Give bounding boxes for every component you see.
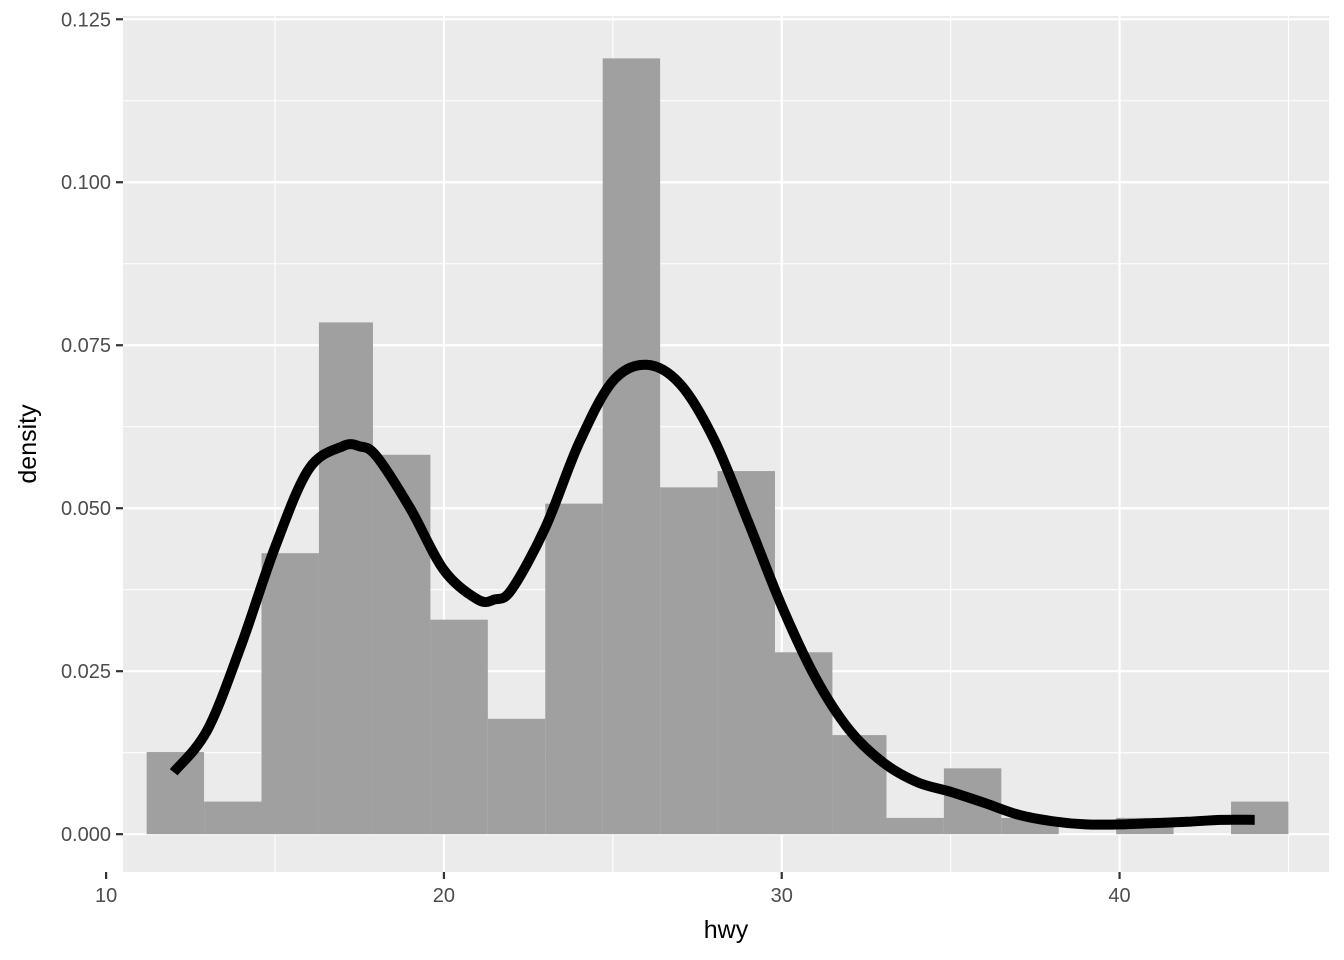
y-tick-label: 0.075: [61, 335, 111, 357]
histogram-bar: [774, 652, 833, 835]
histogram-bar: [261, 553, 319, 835]
x-axis-ticks: 10 20 30 40: [95, 872, 1131, 907]
histogram-bar: [832, 735, 887, 835]
histogram-bar: [430, 619, 488, 835]
histogram-bar: [318, 322, 373, 835]
histogram-bar: [660, 487, 718, 835]
y-axis-title: density: [14, 404, 42, 484]
x-tick-label: 10: [95, 885, 117, 907]
histogram-bar: [372, 454, 431, 835]
histogram-bar: [602, 58, 661, 835]
histogram-bar: [886, 817, 944, 835]
x-tick-label: 30: [771, 885, 793, 907]
histogram-bar: [545, 503, 603, 835]
y-tick-label: 0.125: [61, 9, 111, 31]
y-tick-label: 0.025: [61, 661, 111, 683]
density-curve: [169, 359, 1255, 830]
histogram-bar: [487, 718, 546, 835]
y-tick-label: 0.000: [61, 824, 111, 846]
y-axis-ticks: 0.000 0.025 0.050 0.075 0.100 0.125: [61, 9, 123, 846]
x-tick-label: 40: [1108, 885, 1130, 907]
x-axis-title: hwy: [704, 916, 749, 944]
histogram-bar: [717, 471, 775, 835]
x-tick-label: 20: [433, 885, 455, 907]
y-tick-label: 0.050: [61, 498, 111, 520]
y-tick-label: 0.100: [61, 172, 111, 194]
histogram-bar: [204, 801, 262, 835]
